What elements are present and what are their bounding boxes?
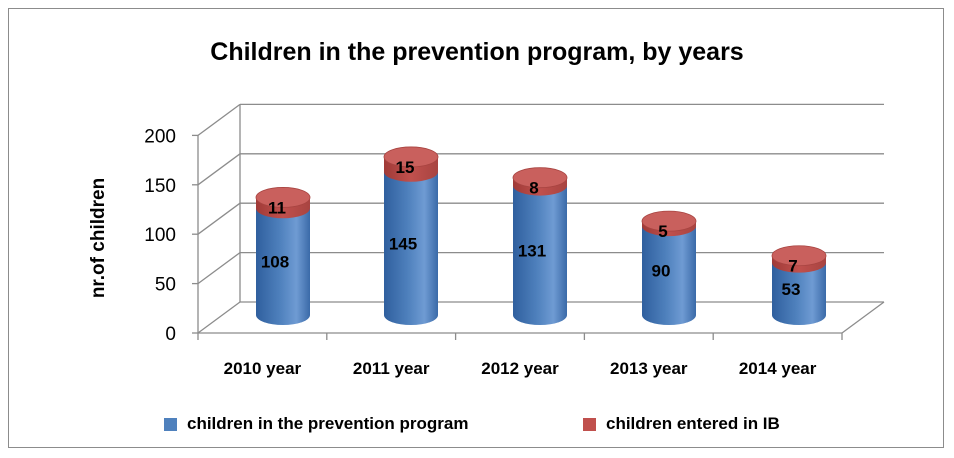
x-tick-label: 2014 year [739, 359, 817, 378]
y-tick-label: 150 [144, 176, 176, 197]
legend-swatch-red [583, 417, 596, 431]
data-label-ib: 7 [788, 257, 797, 276]
legend-swatch-blue [164, 417, 177, 431]
bar-prevention [772, 262, 826, 325]
bar-ib-top [771, 245, 827, 267]
data-label-prevention: 108 [261, 253, 289, 272]
data-label-ib: 5 [658, 222, 667, 241]
floor-right-edge [841, 301, 885, 334]
x-tick-label: 2011 year [353, 359, 430, 378]
data-label-prevention: 53 [782, 280, 801, 299]
data-label-ib: 11 [268, 198, 286, 217]
gridline-side [197, 202, 241, 235]
bar-prevention [384, 171, 438, 325]
bar-ib-top [641, 210, 697, 232]
legend-item-ib: children entered in IB [583, 414, 780, 434]
legend-label-prevention: children in the prevention program [187, 414, 469, 433]
legend-item-prevention: children in the prevention program [164, 414, 468, 434]
data-label-ib: 15 [396, 158, 415, 177]
data-label-prevention: 90 [652, 262, 671, 281]
gridline-side [197, 153, 241, 186]
bar-ib-top [383, 146, 439, 168]
chart-frame [8, 8, 944, 448]
chart-legend: children in the prevention program child… [0, 414, 954, 440]
bar-prevention [256, 208, 310, 325]
y-tick-label: 200 [144, 126, 176, 147]
y-tick-label: 50 [155, 275, 176, 296]
bar-ib-top [255, 187, 311, 208]
data-label-ib: 8 [529, 179, 538, 198]
y-tick-label: 100 [144, 225, 176, 246]
bar-prevention [513, 185, 567, 325]
y-axis-title: nr.of children [88, 178, 109, 298]
bar-prevention [642, 226, 696, 325]
x-tick-label: 2012 year [481, 359, 559, 378]
bar-ib-top [512, 167, 568, 189]
legend-label-ib: children entered in IB [606, 414, 780, 433]
x-tick-label: 2013 year [610, 359, 688, 378]
gridline-side [197, 301, 241, 334]
gridline-side [197, 103, 241, 136]
y-tick-label: 0 [165, 324, 176, 345]
x-tick-label: 2010 year [224, 359, 302, 378]
data-label-prevention: 131 [518, 241, 546, 260]
chart-title: Children in the prevention program, by y… [210, 38, 744, 66]
data-label-prevention: 145 [389, 234, 417, 253]
gridline-side [197, 252, 241, 285]
